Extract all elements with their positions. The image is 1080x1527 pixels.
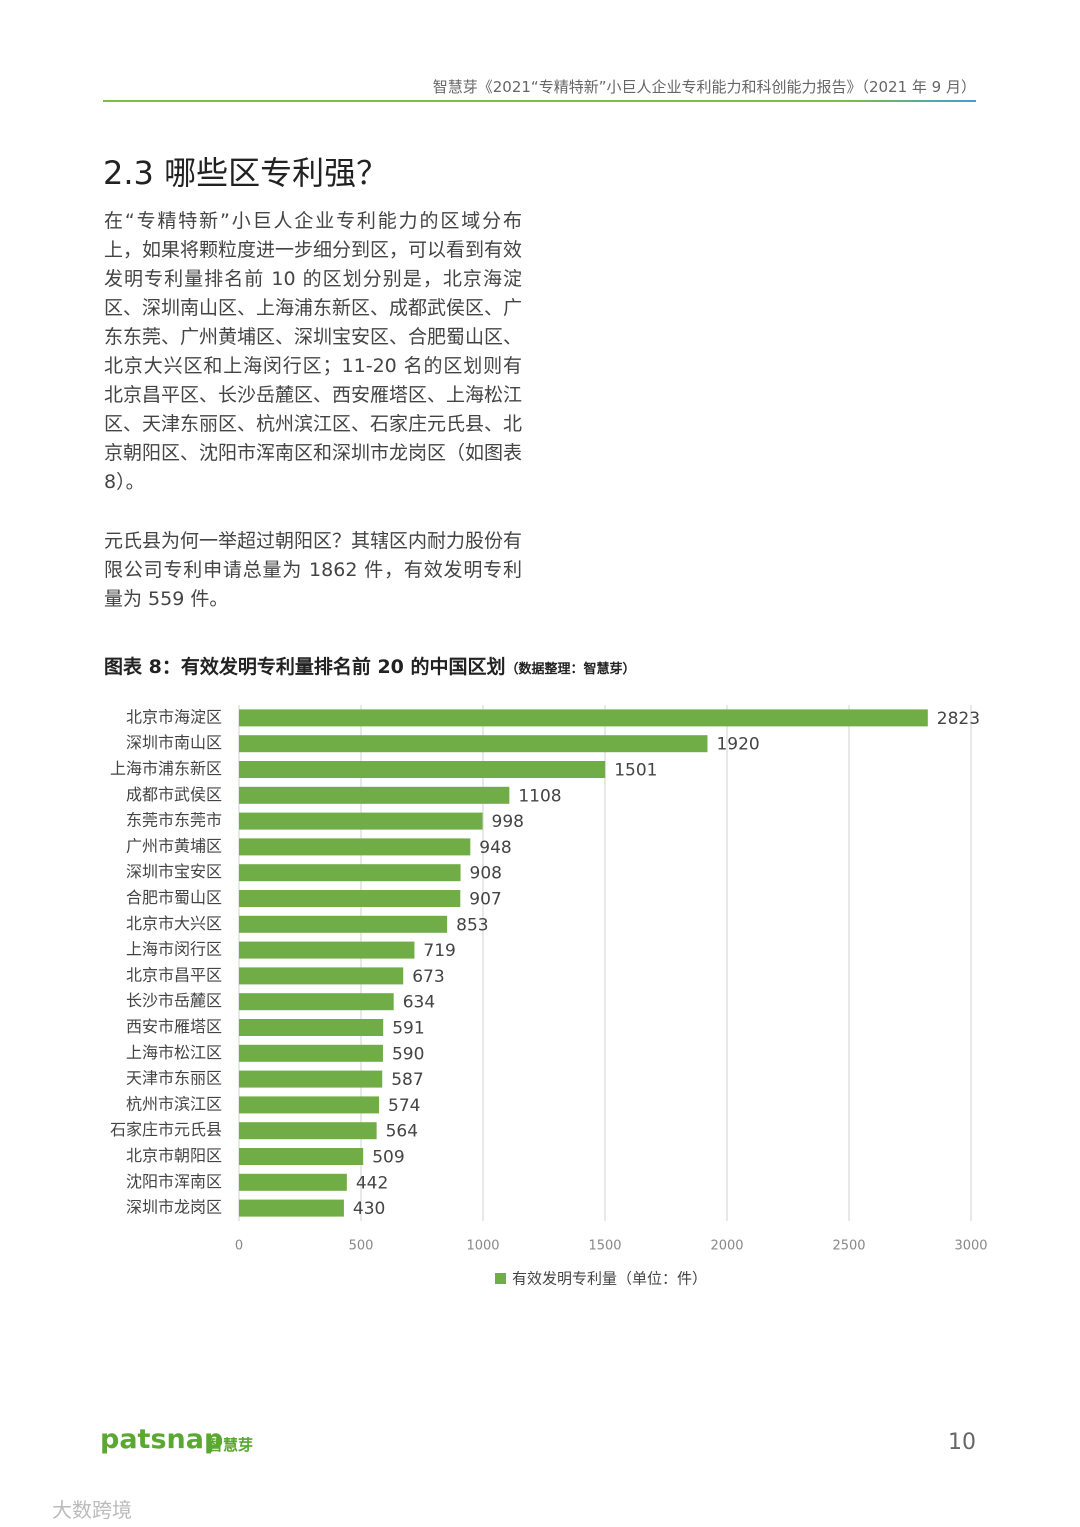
paragraph: 元氏县为何一举超过朝阳区？其辖区内耐力股份有限公司专利申请总量为 1862 件，…	[104, 530, 523, 610]
header-text: 智慧芽《2021“专精特新”小巨人企业专利能力和科创能力报告》（2021 年 9…	[432, 78, 976, 96]
value-label: 564	[386, 1122, 418, 1142]
value-label: 442	[356, 1173, 388, 1193]
bar	[239, 1019, 384, 1036]
value-label: 998	[492, 812, 524, 832]
bar	[239, 993, 394, 1011]
bar	[239, 1148, 364, 1165]
bar	[239, 735, 708, 753]
value-label: 673	[412, 967, 444, 987]
y-tick-label: 深圳市南山区	[126, 733, 222, 752]
y-tick-label: 北京市大兴区	[126, 914, 222, 933]
bar	[239, 1199, 344, 1217]
value-label: 948	[479, 838, 511, 858]
bar	[239, 1044, 383, 1062]
value-label: 719	[423, 941, 455, 961]
bar	[239, 864, 461, 882]
watermark: 大数跨境	[52, 1498, 132, 1522]
value-label: 574	[388, 1096, 420, 1116]
page-number: 10	[948, 1430, 976, 1455]
value-label: 908	[470, 864, 502, 884]
bar	[239, 1070, 383, 1088]
brand-name: 智慧芽	[208, 1436, 254, 1454]
y-tick-label: 石家庄市元氏县	[110, 1120, 222, 1139]
bar	[239, 890, 461, 907]
y-tick-label: 西安市雁塔区	[126, 1017, 222, 1036]
bar	[239, 967, 404, 985]
y-tick-label: 北京市海淀区	[126, 707, 222, 726]
legend-label: 有效发明专利量（单位：件）	[512, 1270, 707, 1288]
value-label: 430	[353, 1199, 385, 1219]
value-label: 907	[469, 890, 501, 910]
chart-subtitle: （数据整理：智慧芽）	[505, 662, 636, 677]
bar	[239, 761, 606, 778]
y-tick-label: 沈阳市浑南区	[126, 1172, 222, 1191]
y-tick-label: 上海市浦东新区	[110, 759, 222, 778]
x-tick-label: 3000	[954, 1239, 987, 1254]
value-label: 1920	[716, 735, 759, 755]
y-tick-label: 上海市松江区	[126, 1043, 222, 1062]
bar	[239, 1173, 347, 1191]
bar	[239, 1122, 377, 1140]
value-label: 509	[372, 1148, 404, 1168]
chart-title: 图表 8：有效发明专利量排名前 20 的中国区划（数据整理：智慧芽）	[104, 652, 636, 679]
value-label: 590	[392, 1044, 424, 1064]
bar	[239, 786, 510, 804]
value-label: 1501	[614, 761, 657, 781]
x-tick-label: 2500	[832, 1239, 865, 1254]
y-tick-label: 杭州市滨江区	[126, 1094, 222, 1113]
x-tick-label: 2000	[710, 1239, 743, 1254]
bar	[239, 941, 415, 959]
x-tick-label: 1000	[466, 1239, 499, 1254]
value-label: 1108	[518, 786, 561, 806]
y-tick-label: 深圳市宝安区	[126, 862, 222, 881]
y-tick-label: 北京市昌平区	[126, 965, 222, 984]
value-label: 587	[391, 1070, 423, 1090]
value-label: 853	[456, 915, 488, 935]
y-tick-label: 天津市东丽区	[126, 1069, 222, 1088]
x-tick-label: 0	[235, 1239, 243, 1254]
y-tick-label: 深圳市龙岗区	[126, 1198, 222, 1217]
legend-swatch	[495, 1273, 506, 1284]
section-title: 2.3 哪些区专利强？	[103, 154, 389, 192]
bar	[239, 838, 471, 856]
bar	[239, 1096, 380, 1114]
y-tick-label: 东莞市东莞市	[126, 811, 222, 830]
bar	[239, 709, 928, 727]
chart-title-text: 图表 8：有效发明专利量排名前 20 的中国区划	[104, 656, 506, 678]
y-tick-label: 成都市武侯区	[126, 785, 222, 804]
y-tick-label: 长沙市岳麓区	[126, 991, 222, 1010]
brand-logo: patsnap	[100, 1424, 224, 1455]
y-tick-label: 上海市闵行区	[126, 940, 222, 959]
x-tick-label: 500	[349, 1239, 374, 1254]
bar	[239, 812, 483, 830]
value-label: 634	[403, 993, 435, 1013]
value-label: 591	[392, 1019, 424, 1039]
bar	[239, 915, 448, 933]
y-tick-label: 北京市朝阳区	[126, 1146, 222, 1165]
paragraph: 在“专精特新”小巨人企业专利能力的区域分布上，如果将颗粒度进一步细分到区，可以看…	[104, 210, 523, 493]
header-rule	[103, 100, 976, 102]
value-label: 2823	[937, 709, 980, 729]
x-tick-label: 1500	[588, 1239, 621, 1254]
y-tick-label: 广州市黄埔区	[126, 836, 222, 855]
y-tick-label: 合肥市蜀山区	[126, 888, 222, 907]
